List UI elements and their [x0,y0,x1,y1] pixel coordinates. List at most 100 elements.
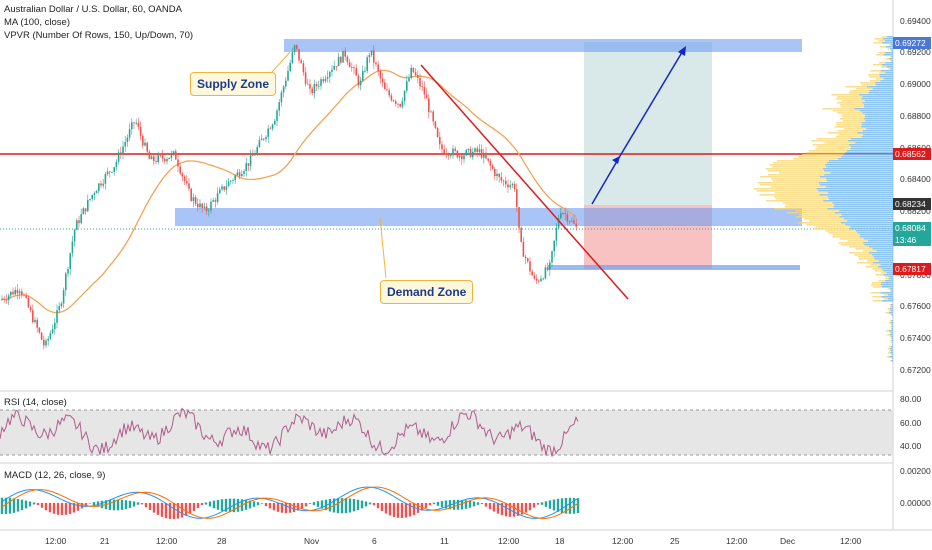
vpvr-bar-up [861,122,893,124]
macd-bar [256,502,260,506]
demand-zone-rect[interactable] [175,208,802,226]
candle-body [527,258,529,262]
vpvr-bar-down [841,100,865,102]
candle-body [480,149,483,158]
candle-body [564,213,566,215]
candle-body [472,151,474,158]
supply-zone-rect[interactable] [284,39,802,52]
vpvr-bar-up [824,174,893,176]
macd-bar [68,503,72,514]
vpvr-bar-down [765,168,823,170]
ma-line [1,69,577,314]
candle-body [58,306,60,311]
descending-trendline[interactable] [420,64,629,300]
vpvr-bar-down [799,214,842,216]
candle-body [439,136,441,145]
candle-body [370,50,373,55]
target-zone-box[interactable] [584,42,712,205]
vpvr-bar-up [871,254,893,256]
macd-bar [372,503,376,506]
vpvr-bar-up [879,74,893,76]
vpvr-bar-down [889,304,891,306]
vpvr-bar-down [798,222,841,224]
macd-bar [140,503,144,505]
vpvr-bar-up [832,202,893,204]
price-tick-label: 0.67600 [900,301,931,311]
candle-body [483,152,485,158]
vpvr-bar-down [768,174,825,176]
vpvr-bar-up [846,150,893,152]
candle-body [357,75,360,86]
vpvr-bar-up [890,348,893,350]
candle-body [144,142,146,146]
macd-bar [364,501,368,507]
candle-body [65,273,67,291]
vpvr-bar-down [887,48,890,50]
stop-level-rect[interactable] [548,265,800,270]
macd-bar [464,500,468,509]
projection-arrow[interactable] [591,46,686,205]
candle-body [421,86,423,88]
candle-body [520,227,522,242]
vpvr-bar-up [890,310,893,312]
price-tick-label: 0.68800 [900,111,931,121]
vpvr-bar-down [887,288,891,290]
candle-body [351,67,353,68]
candle-body [476,148,478,152]
candle-body [366,57,368,71]
candle-body [16,289,19,294]
vpvr-bar-down [875,270,884,272]
vpvr-bar-up [876,250,893,252]
candle-body [452,148,454,156]
macd-bar [4,497,8,515]
macd-bar [468,500,472,508]
vpvr-bar-up [868,252,893,254]
candle-body [133,122,135,124]
candle-body [566,214,569,222]
demand-zone-callout[interactable]: Demand Zone [380,280,474,304]
vpvr-bar-down [757,182,819,184]
macd-bar [168,503,172,519]
macd-bar [12,498,16,513]
vpvr-legend[interactable]: VPVR (Number Of Rows, 150, Up/Down, 70) [4,30,194,41]
vpvr-bar-up [869,90,893,92]
candle-body [95,190,98,194]
candle-body [78,220,80,224]
macd-bar [336,498,340,514]
rsi-legend[interactable]: RSI (14, close) [4,397,67,408]
candle-body [98,183,100,191]
vpvr-bar-down [876,54,884,56]
candle-body [3,298,5,300]
candle-body [276,110,278,121]
vpvr-bar-down [832,110,860,112]
candle-body [289,62,291,71]
macd-bar [144,503,148,508]
vpvr-bar-down [753,188,817,190]
vpvr-bar-up [881,296,893,298]
macd-legend[interactable]: MACD (12, 26, close, 9) [4,470,106,481]
vpvr-bar-up [826,166,893,168]
vpvr-bar-down [885,330,889,332]
candle-body [34,319,36,323]
vpvr-bar-down [889,346,891,348]
supply-zone-callout[interactable]: Supply Zone [190,72,276,96]
vpvr-bar-down [888,310,891,312]
macd-bar [184,503,188,516]
candle-body [359,80,362,86]
macd-bar [148,503,152,510]
vpvr-bar-down [878,62,886,64]
candle-body [399,103,401,107]
candle-body [137,122,140,127]
candle-body [522,241,525,257]
vpvr-bar-down [850,90,870,92]
vpvr-bar-up [890,352,893,354]
time-tick-label: 12:00 [726,536,748,546]
vpvr-bar-down [870,264,881,266]
time-tick-label: 12:00 [840,536,862,546]
ma-legend[interactable]: MA (100, close) [4,17,70,28]
candle-body [489,160,492,166]
macd-bar [412,503,416,515]
symbol-legend[interactable]: Australian Dollar / U.S. Dollar, 60, OAN… [4,4,182,15]
candle-body [269,128,272,130]
